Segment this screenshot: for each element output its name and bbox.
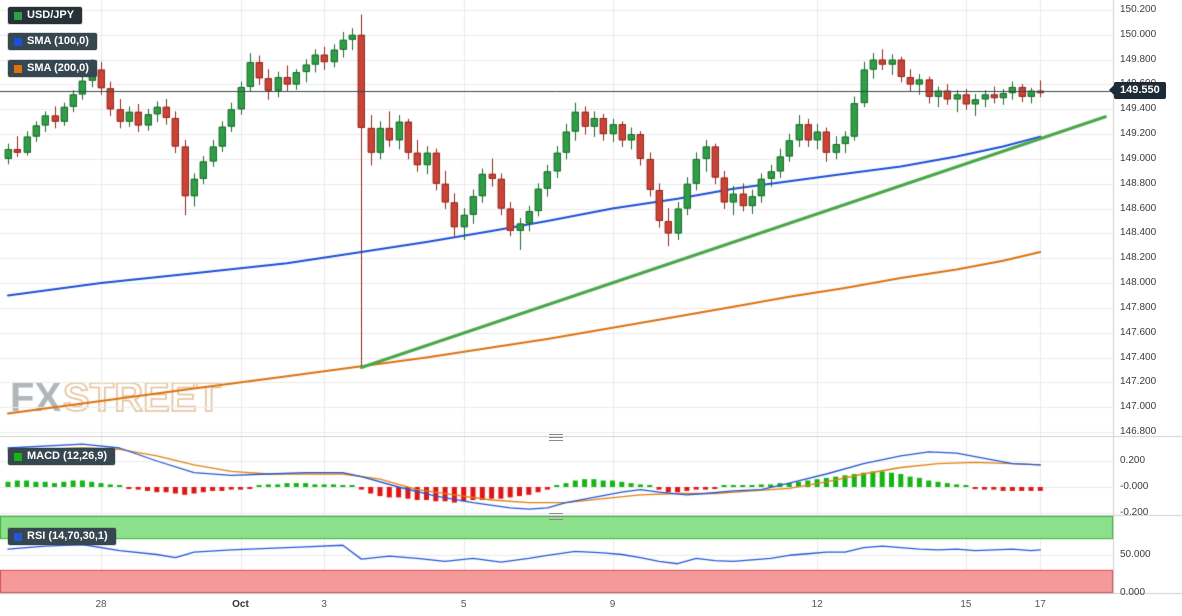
- y-axis-label: 148.400: [1120, 227, 1157, 239]
- panel-resize-handle-macd[interactable]: [546, 432, 566, 442]
- x-axis-label: 15: [960, 599, 972, 610]
- y-axis-label: 147.200: [1120, 376, 1157, 388]
- rsi-swatch-icon: [14, 532, 22, 541]
- y-axis-label: 146.800: [1120, 426, 1157, 437]
- y-axis-label: 150.200: [1120, 4, 1157, 15]
- x-axis-label: 9: [609, 599, 616, 610]
- y-axis-label: 147.000: [1120, 401, 1157, 413]
- y-axis-label: 148.000: [1120, 277, 1157, 289]
- sma200-label: SMA (200,0): [27, 62, 89, 74]
- macd-label: MACD (12,26,9): [27, 450, 108, 462]
- y-axis-label: 0.000: [1120, 587, 1146, 598]
- y-axis-label: 149.800: [1120, 53, 1157, 65]
- y-axis-label: 148.600: [1120, 202, 1157, 214]
- y-axis-label: 147.600: [1120, 326, 1157, 338]
- y-axis-label: 149.200: [1120, 128, 1157, 140]
- symbol-swatch-icon: [14, 11, 22, 20]
- y-axis-label: 148.200: [1120, 252, 1157, 264]
- macd-badge[interactable]: MACD (12,26,9): [8, 448, 116, 465]
- x-axis-label: 5: [460, 599, 467, 610]
- grip-icon: [549, 512, 563, 520]
- rsi-label: RSI (14,70,30,1): [27, 530, 108, 542]
- y-axis-label: -0.000: [1120, 481, 1149, 492]
- sma100-label: SMA (100,0): [27, 35, 89, 47]
- last-price-tag: 149.550: [1109, 81, 1166, 99]
- rsi-badge[interactable]: RSI (14,70,30,1): [8, 528, 116, 545]
- sma100-swatch-icon: [14, 37, 22, 46]
- sma200-swatch-icon: [14, 64, 22, 73]
- x-axis-label: 12: [811, 599, 823, 610]
- symbol-label: USD/JPY: [27, 9, 75, 21]
- y-axis-label: 150.000: [1120, 28, 1157, 40]
- symbol-badge[interactable]: USD/JPY: [8, 7, 83, 24]
- x-axis-label: 17: [1034, 599, 1046, 610]
- y-axis-label: 149.400: [1120, 103, 1157, 115]
- x-axis-label: Oct: [232, 599, 249, 610]
- sma100-badge[interactable]: SMA (100,0): [8, 33, 97, 50]
- y-axis-label: 147.800: [1120, 301, 1157, 313]
- y-axis-label: 50.000: [1120, 548, 1151, 560]
- sma200-badge[interactable]: SMA (200,0): [8, 60, 97, 77]
- grip-icon: [549, 433, 563, 441]
- macd-swatch-icon: [14, 452, 22, 461]
- panel-resize-handle-rsi[interactable]: [546, 511, 566, 521]
- y-axis-label: 147.400: [1120, 351, 1157, 363]
- y-axis-label: 148.800: [1120, 177, 1157, 189]
- x-axis-label: 3: [321, 599, 327, 610]
- y-axis-label: 149.000: [1120, 152, 1157, 164]
- last-price-value: 149.550: [1120, 83, 1160, 96]
- y-axis-label: -0.200: [1120, 507, 1149, 518]
- x-axis-label: 28: [95, 599, 107, 610]
- y-axis-label: 0.200: [1120, 455, 1146, 466]
